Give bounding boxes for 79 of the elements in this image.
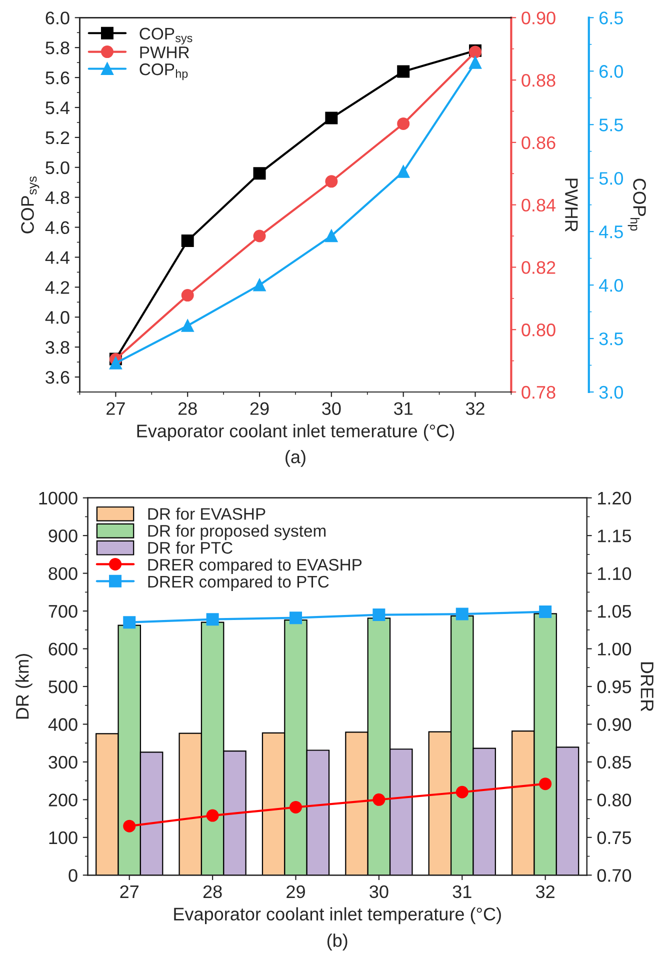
y-tick-label: 5.4: [46, 102, 70, 114]
y-tick-label: 5.8: [46, 42, 70, 54]
text: (b): [327, 934, 348, 950]
y2-tick-label: 0.84: [522, 198, 556, 212]
y-tick-label: 4.2: [45, 281, 70, 294]
y2-tick-label: 0.95: [597, 680, 632, 694]
y-tick-label: 500: [48, 680, 78, 694]
y-axis-title: DR (km): [16, 654, 32, 719]
y2-tick-label: 0.88: [522, 74, 556, 87]
x-tick-label: 27: [106, 402, 125, 415]
y-tick-label: 1000: [39, 492, 78, 505]
y-tick-label: 800: [48, 567, 78, 580]
legend-label: DR for proposed system: [148, 524, 326, 540]
x-tick-label: 27: [120, 885, 138, 898]
y3-tick-label: 3.0: [599, 386, 623, 399]
legend-label: COP$_{hp}$: [140, 63, 188, 80]
y-tick-label: 700: [48, 604, 78, 618]
y2-tick-label: 1.10: [598, 567, 632, 580]
legend-label: DR for PTC: [148, 542, 232, 554]
legend-label: COP$_{sys}$: [140, 28, 192, 45]
y2-tick-label: 0.80: [522, 324, 556, 336]
y-tick-label: 3.8: [46, 341, 70, 354]
y-tick-label: 200: [48, 794, 78, 806]
x-tick-label: 29: [250, 402, 269, 415]
y-tick-label: 6.0: [46, 12, 70, 24]
y3-tick-label: 4.0: [599, 278, 623, 292]
x-tick-label: 29: [286, 885, 305, 898]
y2-tick-label: 0.90: [597, 718, 632, 731]
y3-tick-label: 6.5: [600, 12, 623, 24]
x-axis-title: Evaporator coolant inlet temerature (°C): [137, 424, 454, 441]
x-tick-label: 30: [322, 402, 341, 415]
y-tick-label: 5.6: [46, 71, 70, 84]
y2-tick-label: 0.82: [522, 261, 556, 274]
x-tick-label: 30: [370, 885, 388, 898]
y2-axis-title: PWHR: [565, 178, 578, 232]
x-tick-label: 32: [536, 885, 554, 898]
y2-tick-label: 0.70: [597, 869, 632, 882]
y-tick-label: 5.2: [46, 131, 70, 144]
y2-tick-label: 0.80: [597, 794, 632, 806]
y2-tick-label: 0.78: [522, 386, 556, 399]
legend-label: DR for EVASHP: [148, 508, 266, 520]
y-tick-label: 4.6: [45, 221, 70, 234]
y3-tick-label: 3.5: [599, 332, 623, 346]
y-tick-label: 0: [68, 869, 78, 882]
y2-tick-label: 0.86: [522, 136, 556, 150]
legend-label: DRER compared to EVASHP: [148, 558, 362, 574]
y3-tick-label: 5.0: [599, 172, 623, 185]
text: (a): [286, 450, 306, 467]
x-tick-label: 32: [466, 402, 484, 415]
x-tick-label: 31: [452, 885, 472, 898]
y-tick-label: 3.6: [46, 370, 70, 384]
y3-tick-label: 5.5: [599, 118, 623, 132]
y-tick-label: 100: [49, 831, 78, 844]
y3-tick-label: 4.5: [599, 226, 623, 238]
y2-tick-label: 1.20: [598, 492, 632, 505]
y2-tick-label: 1.05: [598, 604, 632, 618]
y2-axis-title: DRER: [640, 662, 654, 712]
y2-tick-label: 0.90: [522, 12, 556, 24]
x-tick-label: 31: [394, 402, 412, 415]
y-tick-label: 4.0: [45, 311, 70, 324]
x-tick-label: 28: [178, 402, 197, 415]
y-tick-label: 300: [48, 756, 78, 769]
y-tick-label: 900: [48, 530, 78, 542]
y2-tick-label: 1.15: [598, 530, 632, 542]
y-tick-label: 4.8: [45, 191, 70, 204]
x-tick-label: 28: [203, 885, 222, 898]
y2-tick-label: 0.85: [597, 756, 632, 769]
y-tick-label: 400: [48, 718, 78, 731]
y3-axis-title: COP$_{hp}$: [628, 178, 646, 231]
y-axis-title: COP$_{sys}$: [21, 176, 40, 234]
y3-tick-label: 6.0: [600, 65, 623, 78]
legend-label: PWHR: [140, 46, 190, 58]
y-tick-label: 600: [48, 642, 78, 656]
y2-tick-label: 0.75: [597, 831, 632, 844]
x-axis-title: Evaporator coolant inlet temperature (°C): [174, 907, 501, 924]
y-tick-label: 5.0: [46, 161, 70, 174]
legend-label: DRER compared to PTC: [148, 575, 329, 591]
y-tick-label: 4.4: [45, 251, 70, 264]
y2-tick-label: 1.00: [598, 642, 632, 656]
